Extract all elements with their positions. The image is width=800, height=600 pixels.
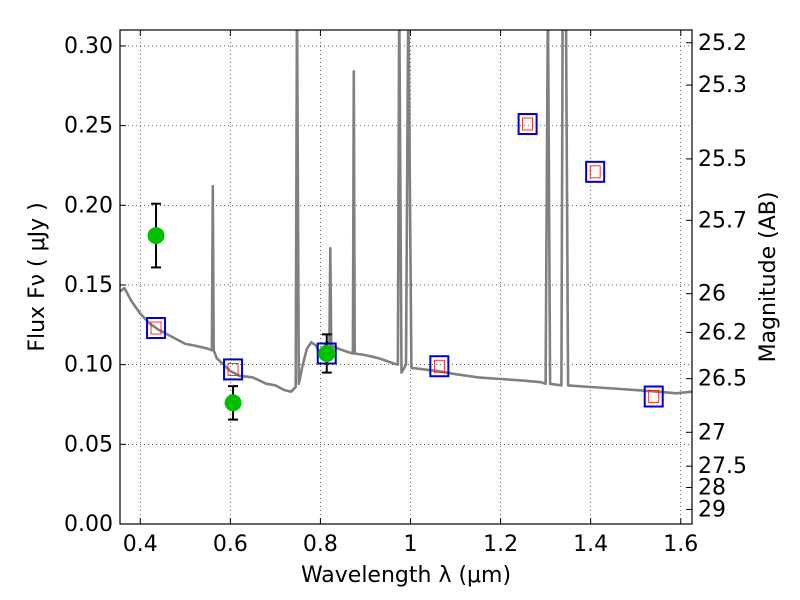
y2-tick-label: 29 bbox=[698, 497, 726, 522]
model-photometry-inner-square bbox=[648, 390, 660, 403]
y-tick-label: 0.20 bbox=[64, 193, 113, 218]
model-photometry-square bbox=[429, 355, 450, 378]
observed-flux-point bbox=[318, 344, 336, 362]
y-tick-label: 0.15 bbox=[64, 273, 113, 298]
y2-tick-label: 26.5 bbox=[698, 367, 747, 392]
plot-frame bbox=[119, 29, 693, 525]
x-tick-label: 1.4 bbox=[573, 532, 608, 557]
secondary-y-axis-label: Magnitude (AB) bbox=[756, 192, 781, 363]
model-photometry-square bbox=[585, 160, 606, 183]
y2-tick-label: 25.7 bbox=[698, 208, 747, 233]
y2-tick-label: 26.2 bbox=[698, 320, 747, 345]
model-spectrum-line bbox=[120, 30, 692, 395]
y-axis-label: Flux Fν ( μJy ) bbox=[25, 202, 50, 351]
model-photometry-square bbox=[146, 316, 167, 339]
y-tick-label: 0.30 bbox=[64, 34, 113, 59]
x-tick-label: 0.4 bbox=[123, 532, 158, 557]
model-photometry-inner-square bbox=[522, 117, 534, 131]
model-photometry-inner-square bbox=[150, 321, 162, 335]
y-tick-label: 0.25 bbox=[64, 114, 113, 139]
x-tick-label: 1.6 bbox=[663, 532, 698, 557]
model-photometry-inner-square bbox=[227, 363, 239, 376]
y-tick-label: 0.05 bbox=[64, 432, 113, 457]
model-photometry-inner-square bbox=[433, 359, 445, 373]
y2-tick-label: 28 bbox=[698, 475, 726, 500]
model-photometry-inner-square bbox=[589, 165, 601, 179]
y-tick-label: 0.10 bbox=[64, 353, 113, 378]
model-photometry-square bbox=[517, 113, 538, 136]
model-spectrum bbox=[120, 30, 692, 395]
y2-tick-label: 27 bbox=[698, 420, 726, 445]
y2-tick-label: 25.3 bbox=[698, 73, 747, 98]
model-photometry-square bbox=[223, 358, 244, 381]
x-axis-label: Wavelength λ (μm) bbox=[301, 563, 511, 588]
observed-flux-point bbox=[224, 394, 242, 412]
y2-tick-label: 27.5 bbox=[698, 454, 747, 479]
axis-ticks: 0.4 0.6 0.8 1 1.2 1.4 1.6 0.00 0.05 0.10 0.15 0.20 0… bbox=[64, 30, 747, 557]
y2-tick-label: 25.5 bbox=[698, 147, 747, 172]
y2-tick-label: 26 bbox=[698, 282, 726, 307]
x-tick-label: 0.6 bbox=[213, 532, 248, 557]
x-tick-label: 1.2 bbox=[483, 532, 518, 557]
photometry-markers bbox=[146, 113, 664, 421]
x-tick-label: 1 bbox=[404, 532, 418, 557]
y2-tick-label: 25.2 bbox=[698, 31, 747, 56]
observed-flux-point bbox=[147, 227, 165, 245]
model-photometry-square bbox=[643, 385, 664, 408]
y-tick-label: 0.00 bbox=[64, 512, 113, 537]
x-tick-label: 0.8 bbox=[303, 532, 338, 557]
